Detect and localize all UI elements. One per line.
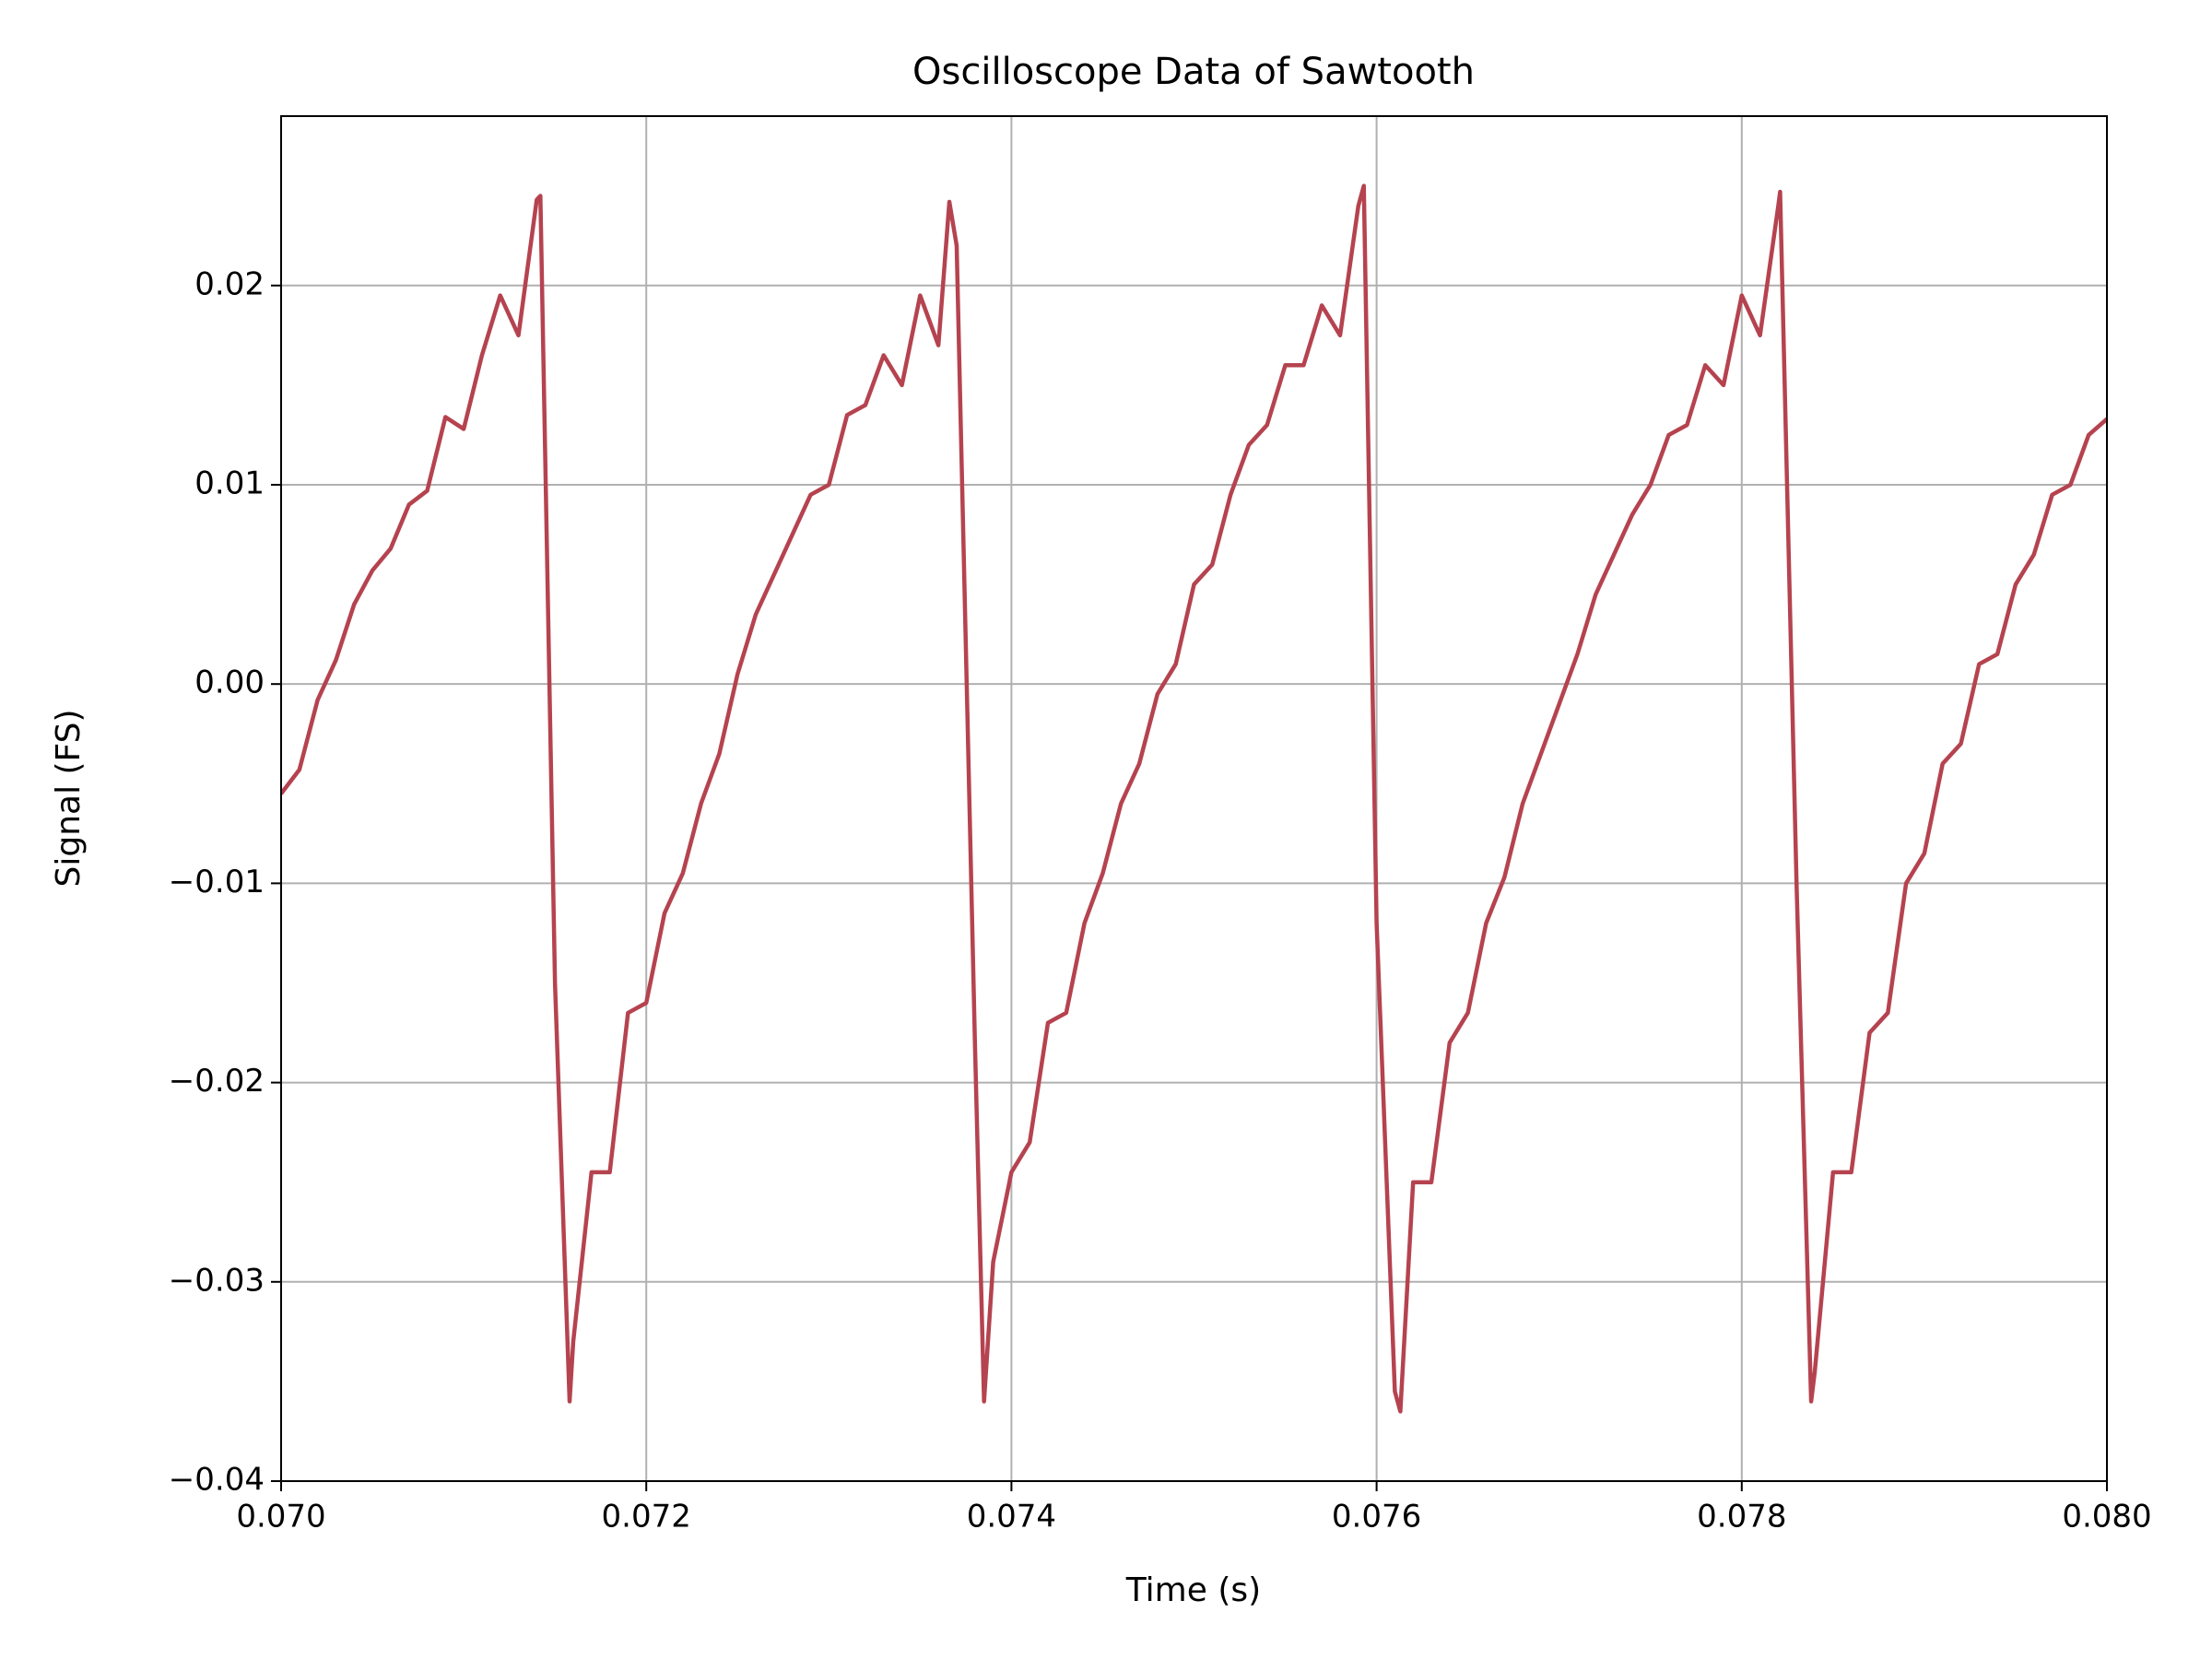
y-tick-label: 0.00 [194, 665, 265, 701]
y-tick-label: −0.03 [169, 1262, 265, 1299]
y-tick-label: −0.01 [169, 864, 265, 900]
x-tick-label: 0.080 [2062, 1499, 2151, 1535]
x-tick-label: 0.078 [1697, 1499, 1786, 1535]
x-tick-label: 0.076 [1332, 1499, 1421, 1535]
x-tick-label: 0.070 [236, 1499, 325, 1535]
y-axis-label: Signal (FS) [50, 709, 88, 887]
x-tick-label: 0.072 [602, 1499, 691, 1535]
plot-frame [280, 115, 2108, 1482]
x-axis-label: Time (s) [1125, 1571, 1261, 1609]
y-tick-label: −0.02 [169, 1063, 265, 1100]
chart-title: Oscilloscope Data of Sawtooth [912, 51, 1475, 93]
y-tick-label: 0.02 [194, 265, 265, 302]
signal-line [281, 183, 2107, 1414]
y-tick-label: 0.01 [194, 465, 265, 501]
y-tick-label: −0.04 [169, 1462, 265, 1499]
x-tick-label: 0.074 [967, 1499, 1056, 1535]
